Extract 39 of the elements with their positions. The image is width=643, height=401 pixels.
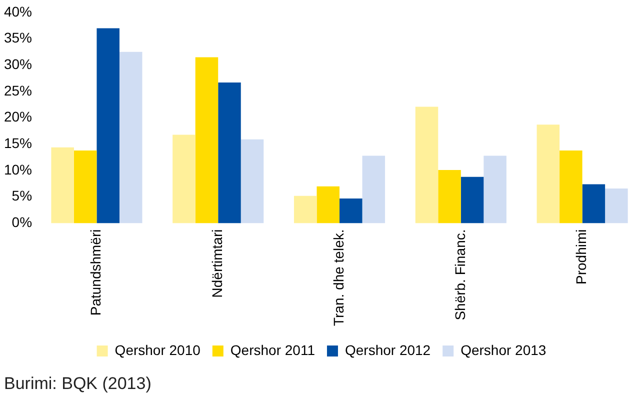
bar [218, 82, 241, 224]
y-tick-label: 40% [4, 3, 32, 20]
x-tick-label: Prodhimi [573, 229, 590, 284]
bar [460, 176, 484, 224]
y-tick-label: 0% [12, 214, 32, 230]
y-tick-label: 25% [4, 82, 32, 98]
y-tick-label: 10% [4, 161, 32, 178]
y-tick-label: 20% [4, 108, 32, 125]
bar [294, 196, 317, 224]
x-tick-label: Tran. dhe telek. [330, 229, 346, 326]
bar [96, 28, 120, 224]
bar [74, 150, 97, 224]
bar [438, 170, 461, 224]
x-tick-label: Ndërtimtari [208, 229, 225, 298]
bar [195, 57, 218, 224]
bar [119, 52, 142, 224]
bar [536, 124, 560, 224]
y-tick-label: 30% [4, 56, 32, 72]
legend-label: Qershor 2012 [344, 342, 431, 358]
legend-label: Qershor 2010 [114, 342, 201, 358]
y-tick-label: 15% [4, 135, 32, 152]
bar [51, 147, 74, 224]
bar [340, 198, 362, 224]
y-tick-label: 5% [12, 188, 32, 204]
x-tick-label: Shërb. Financ. [452, 229, 468, 320]
bar [560, 150, 582, 224]
legend-label: Qershor 2011 [230, 342, 316, 358]
bar [484, 156, 506, 224]
bar [605, 188, 628, 224]
bar [172, 134, 196, 224]
text: Burimi: BQK (2013) [4, 374, 152, 394]
bar [362, 156, 386, 224]
bar [316, 186, 340, 224]
legend-label: Qershor 2013 [460, 342, 546, 358]
bar [415, 106, 438, 224]
y-tick-label: 35% [4, 30, 32, 46]
bar [582, 184, 606, 224]
x-tick-label: Patundshmëri [88, 229, 104, 316]
bar [240, 139, 264, 224]
